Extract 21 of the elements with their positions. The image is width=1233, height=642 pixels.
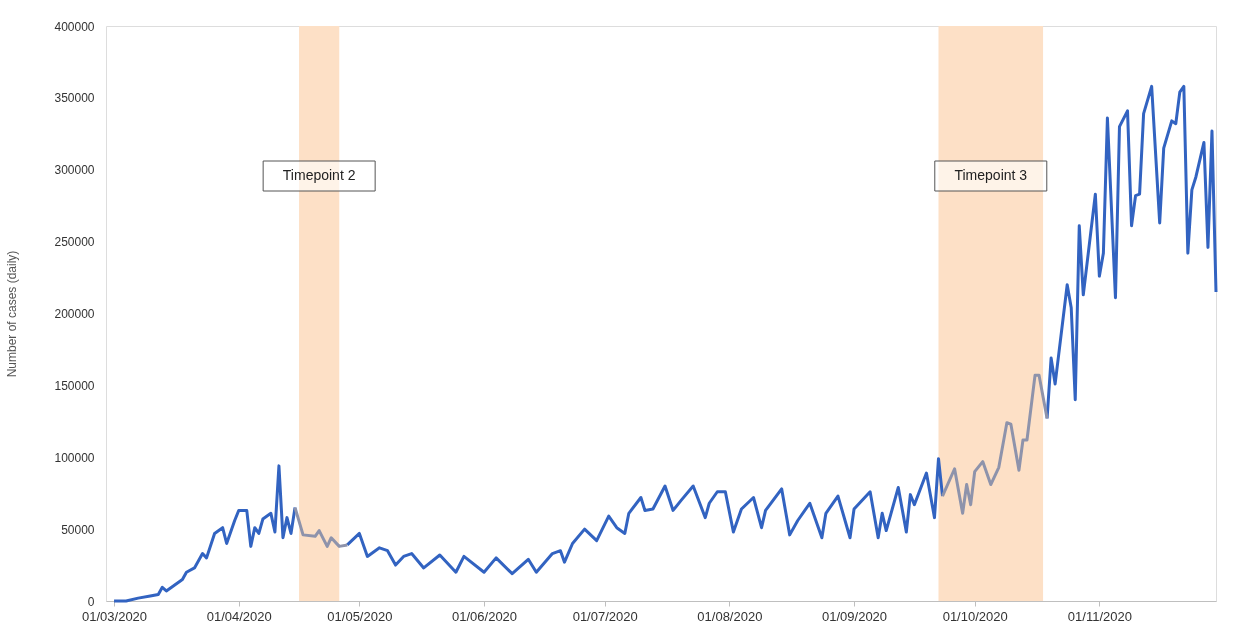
- y-tick-label: 250000: [54, 235, 95, 250]
- x-tick-label: 01/07/2020: [572, 608, 638, 624]
- x-tick-label: 01/09/2020: [822, 608, 888, 624]
- y-tick-label: 100000: [54, 450, 95, 465]
- x-tick-label: 01/06/2020: [452, 608, 518, 624]
- band-label: Timepoint 3: [954, 167, 1028, 183]
- y-tick-label: 300000: [54, 163, 95, 178]
- band-label: Timepoint 2: [282, 167, 356, 183]
- x-tick-label: 01/05/2020: [327, 608, 393, 624]
- y-axis-title: Number of cases (daily): [5, 250, 20, 378]
- x-tick-label: 01/11/2020: [1067, 608, 1132, 624]
- x-tick-label: 01/04/2020: [206, 608, 272, 624]
- y-tick-label: 200000: [54, 307, 95, 321]
- x-tick-label: 01/08/2020: [697, 608, 763, 624]
- x-tick-label: 01/03/2020: [82, 608, 148, 624]
- x-tick-label: 01/10/2020: [942, 608, 1008, 624]
- y-tick-label: 400000: [54, 19, 95, 34]
- y-tick-label: 50000: [61, 522, 95, 537]
- y-tick-label: 0: [87, 594, 95, 609]
- y-tick-label: 350000: [54, 91, 95, 106]
- y-tick-label: 150000: [54, 378, 95, 393]
